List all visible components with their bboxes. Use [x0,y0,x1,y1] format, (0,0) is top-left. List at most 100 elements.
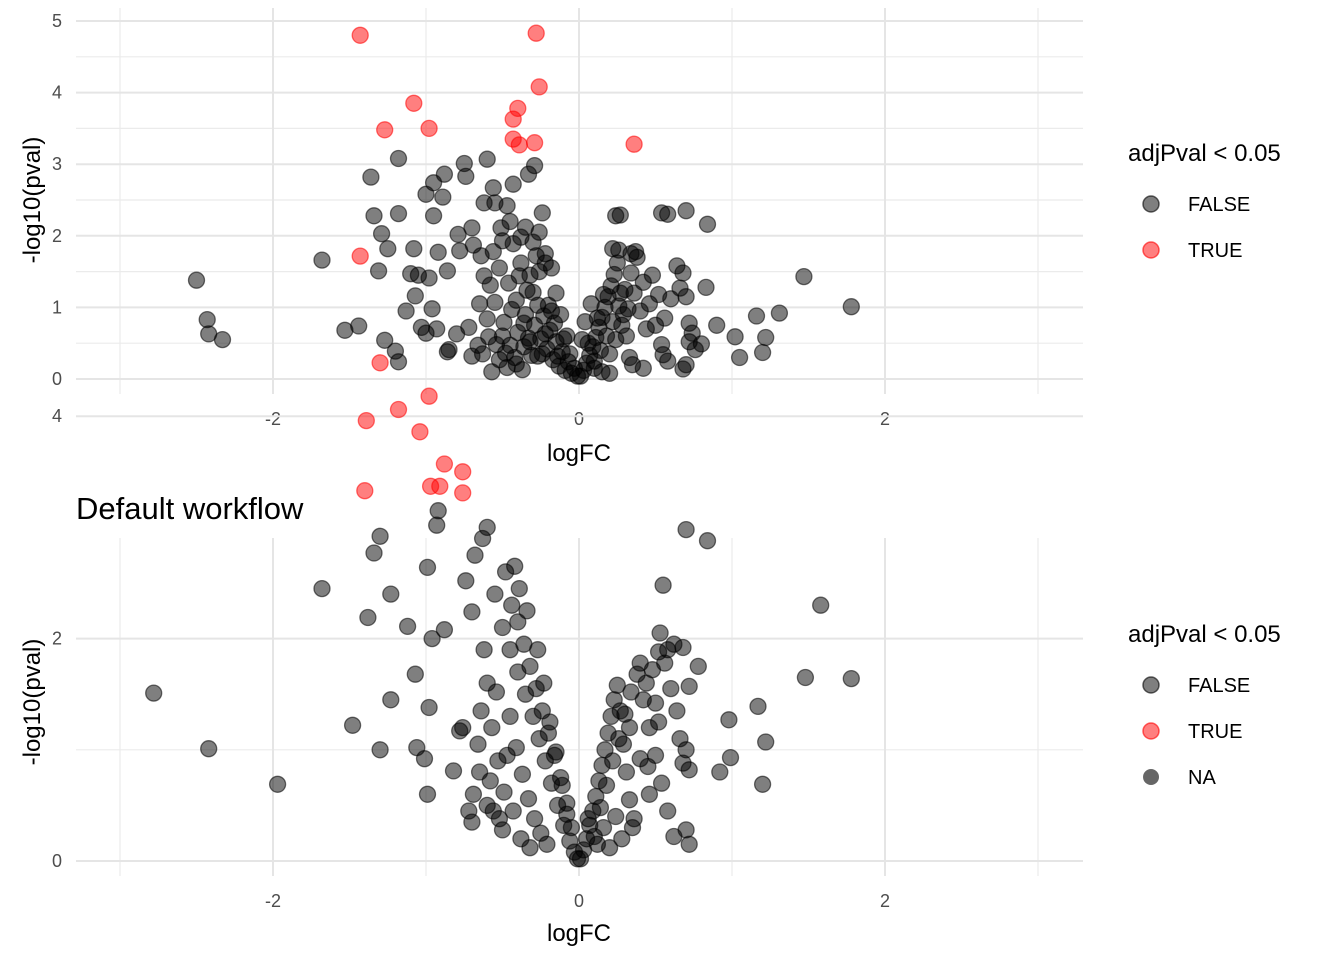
point [484,179,502,197]
point [487,335,506,354]
point [382,691,400,709]
point [600,345,619,363]
plot-title: Default workflow [76,491,304,526]
point [637,320,655,338]
point [654,576,672,594]
point [631,302,649,320]
legend-label-true: TRUE [1188,721,1242,743]
point [548,347,567,365]
point [795,267,813,286]
point [487,683,506,701]
point [613,830,631,848]
point [463,219,481,237]
point [536,325,554,343]
point [372,225,391,243]
point [547,743,565,761]
point [406,287,424,305]
significant-point [431,477,449,495]
point [533,204,551,222]
point [668,702,686,720]
point [198,310,216,329]
point [525,810,544,828]
point [608,676,626,694]
significant-point [510,136,528,154]
point [659,641,677,659]
point [475,267,493,285]
significant-point [527,24,545,42]
point [659,205,677,223]
point [359,608,377,627]
point [470,763,489,781]
point [582,295,600,313]
point [490,259,509,277]
point [617,763,636,781]
point [509,613,527,631]
data-points [187,24,860,385]
point [757,328,775,347]
tick-labels: -2 0 2 0 2 4 [52,406,890,911]
point [730,348,749,367]
point [423,300,441,318]
point [506,348,524,367]
point [529,347,547,365]
x-axis-title: logFC [547,440,611,467]
point [415,750,434,768]
point [447,325,466,343]
point [521,266,539,284]
point [671,279,689,297]
point [553,776,571,795]
point [558,805,576,823]
point [680,677,698,696]
point [444,762,463,780]
y-tick-label: 2 [52,629,62,649]
y-tick-label: 4 [52,406,62,426]
point [622,683,640,701]
point [495,783,513,801]
point [521,657,539,676]
point [536,254,554,272]
y-tick-label: 4 [52,83,62,103]
point [457,572,475,590]
point [747,307,766,325]
point [475,641,493,659]
point [646,694,665,712]
point [424,207,443,225]
point [538,835,556,853]
point [493,618,512,637]
point [398,617,417,636]
legend-title: adjPval < 0.05 [1128,621,1281,648]
point [625,284,643,302]
point [625,810,643,828]
point [649,713,668,731]
legend: adjPval < 0.05 FALSE TRUE NA [1128,621,1281,789]
point [698,215,717,233]
point [454,718,472,737]
significant-point [357,411,375,430]
point [677,520,695,539]
point [457,167,475,186]
y-tick-label: 3 [52,154,62,174]
point [547,284,565,302]
point [680,835,698,853]
y-tick-label: 1 [52,297,62,317]
legend-title: adjPval < 0.05 [1128,140,1281,167]
point [313,251,331,269]
legend-key-false [1142,195,1160,213]
point [469,735,487,753]
point [145,684,163,702]
point [486,585,504,603]
point [429,502,447,520]
point [689,657,707,676]
point [406,665,424,683]
point [529,641,547,659]
point [504,175,522,193]
point [418,558,437,577]
point [525,156,544,175]
point [610,730,628,748]
point [542,302,561,320]
point [428,320,446,338]
point [656,309,674,327]
point [753,775,772,793]
point [504,802,522,820]
